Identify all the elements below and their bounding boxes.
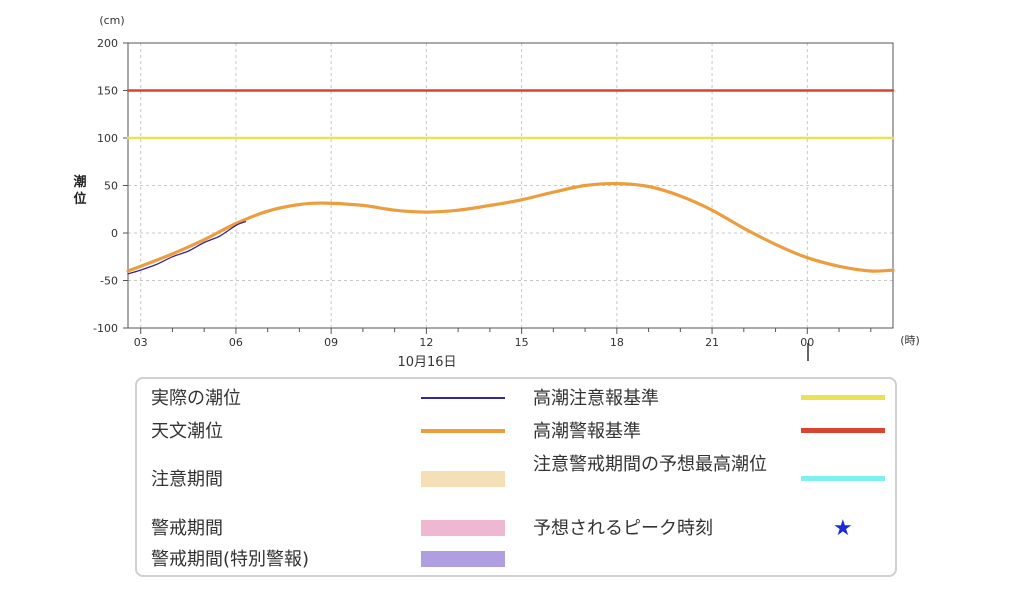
date-label: 10月16日 xyxy=(397,355,456,370)
y-axis-title-char-1: 潮 xyxy=(73,174,86,190)
x-tick-label: 09 xyxy=(324,336,338,349)
x-tick-label: 21 xyxy=(705,336,719,349)
legend-swatch-warning-period xyxy=(421,520,505,536)
y-tick-label: -50 xyxy=(100,275,118,288)
y-tick-label: 0 xyxy=(111,227,118,240)
plot-frame xyxy=(127,42,894,329)
y-axis-title: 潮 位 xyxy=(73,174,86,207)
x-tick-labels: 03 06 09 12 15 18 21 00 xyxy=(134,336,815,349)
legend-swatch-storm-warning xyxy=(801,428,885,433)
legend-label-special-period: 警戒期間(特別警報) xyxy=(151,549,310,570)
y-tick-label: 200 xyxy=(97,37,118,50)
legend-label-actual: 実際の潮位 xyxy=(151,388,241,409)
x-unit-label: (時) xyxy=(900,334,920,347)
tide-chart: 200 150 100 50 0 -50 -100 03 06 09 12 15 18 21 00 (cm… xyxy=(73,14,920,370)
y-unit-label: (cm) xyxy=(99,14,124,27)
x-tick-label: 00 xyxy=(800,336,814,349)
legend-swatch-special-period xyxy=(421,551,505,567)
legend: 実際の潮位 天文潮位 注意期間 警戒期間 警戒期間(特別警報) 高潮注意報基準 … xyxy=(135,377,897,577)
grid xyxy=(123,42,894,334)
star-icon: ★ xyxy=(833,516,853,541)
legend-swatch-actual xyxy=(421,397,505,399)
legend-swatch-storm-caution xyxy=(801,395,885,400)
x-tick-label: 12 xyxy=(419,336,433,349)
x-tick-label: 15 xyxy=(515,336,529,349)
legend-label-storm-warning: 高潮警報基準 xyxy=(533,421,641,442)
series-layer xyxy=(126,89,895,275)
legend-swatch-max-predicted xyxy=(801,476,885,481)
y-tick-label: -100 xyxy=(93,322,118,335)
legend-label-peak-time: 予想されるピーク時刻 xyxy=(533,518,713,539)
legend-swatch-astro xyxy=(421,429,505,433)
y-tick-label: 50 xyxy=(104,180,118,193)
legend-label-astro: 天文潮位 xyxy=(151,421,223,442)
legend-label-warning-period: 警戒期間 xyxy=(151,518,223,539)
series-astronomical-tide xyxy=(126,181,895,273)
series-actual-tide xyxy=(127,220,247,275)
legend-swatch-caution-period xyxy=(421,471,505,487)
x-tick-label: 18 xyxy=(610,336,624,349)
y-tick-labels: 200 150 100 50 0 -50 -100 xyxy=(93,37,118,335)
y-axis-title-char-2: 位 xyxy=(73,191,86,207)
x-tick-label: 03 xyxy=(134,336,148,349)
y-tick-label: 100 xyxy=(97,132,118,145)
legend-label-storm-caution: 高潮注意報基準 xyxy=(533,388,659,409)
y-tick-label: 150 xyxy=(97,85,118,98)
legend-label-caution-period: 注意期間 xyxy=(151,469,223,490)
x-tick-label: 06 xyxy=(229,336,243,349)
legend-label-max-predicted: 注意警戒期間の予想最高潮位 xyxy=(533,454,767,475)
